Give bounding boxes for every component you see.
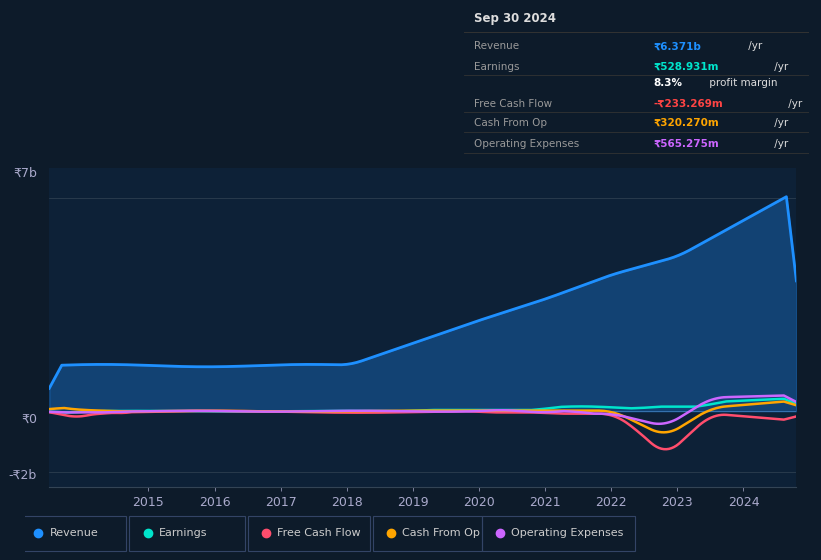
Text: Revenue: Revenue bbox=[49, 529, 99, 538]
Text: 8.3%: 8.3% bbox=[654, 78, 682, 88]
Text: Operating Expenses: Operating Expenses bbox=[511, 529, 624, 538]
Text: Sep 30 2024: Sep 30 2024 bbox=[475, 12, 556, 25]
Text: profit margin: profit margin bbox=[706, 78, 777, 88]
Text: /yr: /yr bbox=[772, 118, 789, 128]
Text: ₹6.371b: ₹6.371b bbox=[654, 41, 701, 52]
Text: ₹528.931m: ₹528.931m bbox=[654, 62, 719, 72]
Text: ₹0: ₹0 bbox=[21, 413, 37, 426]
Text: Free Cash Flow: Free Cash Flow bbox=[277, 529, 361, 538]
Text: /yr: /yr bbox=[745, 41, 763, 52]
Text: Cash From Op: Cash From Op bbox=[475, 118, 548, 128]
Text: Operating Expenses: Operating Expenses bbox=[475, 139, 580, 148]
Text: ₹7b: ₹7b bbox=[13, 166, 37, 179]
Text: /yr: /yr bbox=[772, 139, 789, 148]
Text: -₹233.269m: -₹233.269m bbox=[654, 99, 723, 109]
Text: /yr: /yr bbox=[785, 99, 802, 109]
Text: /yr: /yr bbox=[772, 62, 789, 72]
Text: Earnings: Earnings bbox=[475, 62, 520, 72]
Text: -₹2b: -₹2b bbox=[9, 469, 37, 482]
Text: Revenue: Revenue bbox=[475, 41, 520, 52]
Text: Free Cash Flow: Free Cash Flow bbox=[475, 99, 553, 109]
Text: ₹320.270m: ₹320.270m bbox=[654, 118, 719, 128]
Text: ₹565.275m: ₹565.275m bbox=[654, 139, 719, 148]
Text: Earnings: Earnings bbox=[158, 529, 207, 538]
Text: Cash From Op: Cash From Op bbox=[402, 529, 480, 538]
